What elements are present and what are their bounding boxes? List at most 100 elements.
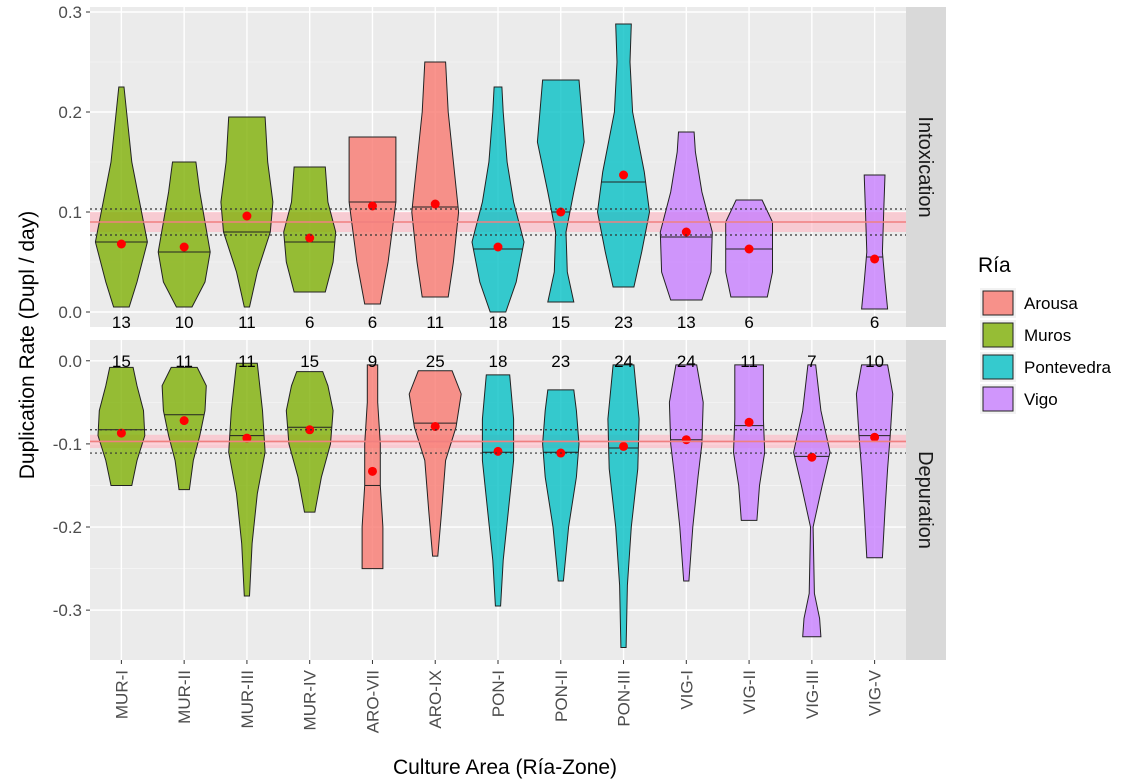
sample-count-label: 10: [865, 352, 884, 371]
mean-point: [430, 199, 440, 209]
legend-label: Vigo: [1024, 390, 1058, 409]
y-tick-label: -0.1: [53, 435, 82, 454]
x-tick-label: PON-II: [552, 670, 571, 722]
x-tick-label: MUR-I: [112, 670, 131, 719]
x-tick-label: MUR-II: [175, 670, 194, 724]
x-tick-label: VIG-V: [866, 669, 885, 716]
violin-vig-i: [659, 131, 713, 301]
x-axis-title: Culture Area (Ría-Zone): [393, 756, 617, 779]
violin-vig-v: [855, 364, 894, 559]
sample-count-label: 7: [807, 352, 816, 371]
facet-strip-label: Depuration: [914, 451, 936, 549]
sample-count-label: 6: [305, 313, 314, 332]
facet-strip: [906, 340, 946, 660]
mean-point: [870, 432, 880, 442]
sample-count-label: 10: [175, 313, 194, 332]
mean-point: [807, 452, 817, 462]
violin-aro-ix: [411, 61, 460, 298]
x-tick-label: PON-III: [615, 670, 634, 727]
mean-point: [870, 254, 880, 264]
sample-count-label: 6: [870, 313, 879, 332]
sample-count-label: 18: [489, 352, 508, 371]
facet-strip-label: Intoxication: [914, 116, 936, 217]
mean-point: [242, 211, 252, 221]
legend-swatch: [982, 322, 1014, 348]
mean-point: [367, 466, 377, 476]
violin-pon-i: [471, 86, 525, 313]
x-tick-label: VIG-II: [740, 670, 759, 714]
violin-mur-iii: [228, 362, 266, 597]
violin-pon-iii: [607, 364, 640, 648]
mean-point: [242, 433, 252, 443]
sample-count-label: 23: [614, 313, 633, 332]
violin-vig-i: [668, 364, 704, 582]
sample-count-label: 23: [551, 352, 570, 371]
violin-pon-ii: [536, 79, 585, 303]
mean-point: [681, 227, 691, 237]
violin-mur-i: [97, 366, 146, 486]
mean-point: [493, 242, 503, 252]
sample-count-label: 13: [112, 313, 131, 332]
sample-count-label: 15: [300, 352, 319, 371]
sample-count-label: 15: [551, 313, 570, 332]
mean-point: [619, 441, 629, 451]
sample-count-label: 15: [112, 352, 131, 371]
legend-label: Pontevedra: [1024, 358, 1111, 377]
mean-point: [179, 242, 189, 252]
sample-count-label: 18: [489, 313, 508, 332]
mean-point: [681, 435, 691, 445]
violin-mur-ii: [157, 161, 211, 308]
violin-mur-ii: [161, 366, 207, 491]
mean-point: [116, 428, 126, 438]
mean-point: [305, 425, 315, 435]
sample-count-label: 6: [744, 313, 753, 332]
sample-count-label: 6: [368, 313, 377, 332]
sample-count-label: 11: [740, 352, 758, 371]
y-tick-label: -0.2: [53, 518, 82, 537]
mean-point: [493, 446, 503, 456]
x-tick-label: MUR-III: [238, 670, 257, 729]
legend-swatch: [982, 290, 1014, 316]
sample-count-label: 11: [238, 352, 256, 371]
y-tick-label: 0.2: [58, 103, 82, 122]
legend-label: Muros: [1024, 326, 1071, 345]
legend-swatch: [982, 386, 1014, 412]
violin-pon-ii: [542, 389, 580, 582]
violin-aro-ix: [408, 370, 462, 557]
mean-point: [367, 201, 377, 211]
sample-count-label: 24: [677, 352, 696, 371]
violin-vig-iii: [793, 364, 831, 638]
mean-point: [744, 417, 754, 427]
mean-point: [619, 170, 629, 180]
mean-point: [179, 416, 189, 426]
legend-swatch: [982, 354, 1014, 380]
mean-point: [305, 233, 315, 243]
x-tick-label: ARO-IX: [426, 670, 445, 729]
mean-point: [116, 239, 126, 249]
sample-count-label: 11: [175, 352, 193, 371]
mean-point: [744, 244, 754, 254]
sample-count-label: 9: [368, 352, 377, 371]
violin-pon-i: [481, 374, 515, 607]
x-tick-label: PON-I: [489, 670, 508, 717]
y-tick-label: 0.3: [58, 3, 82, 22]
sample-count-label: 11: [238, 313, 256, 332]
y-tick-label: 0.0: [58, 303, 82, 322]
violin-mur-i: [94, 86, 148, 308]
sample-count-label: 24: [614, 352, 633, 371]
violin-mur-iv: [283, 166, 337, 293]
legend: Arousa Muros Pontevedra Vigo: [980, 288, 1111, 414]
mean-point: [556, 207, 566, 217]
legend-label: Arousa: [1024, 294, 1078, 313]
facet-strip: [906, 7, 946, 327]
mean-point: [430, 421, 440, 431]
legend-title: Ría: [978, 254, 1011, 277]
y-tick-label: 0.1: [58, 203, 82, 222]
violin-vig-ii: [732, 364, 766, 521]
x-tick-label: MUR-IV: [301, 669, 320, 730]
y-tick-label: -0.3: [53, 601, 82, 620]
x-tick-label: VIG-III: [803, 670, 822, 719]
violin-aro-vii: [361, 364, 384, 570]
x-tick-label: ARO-VII: [363, 670, 382, 733]
